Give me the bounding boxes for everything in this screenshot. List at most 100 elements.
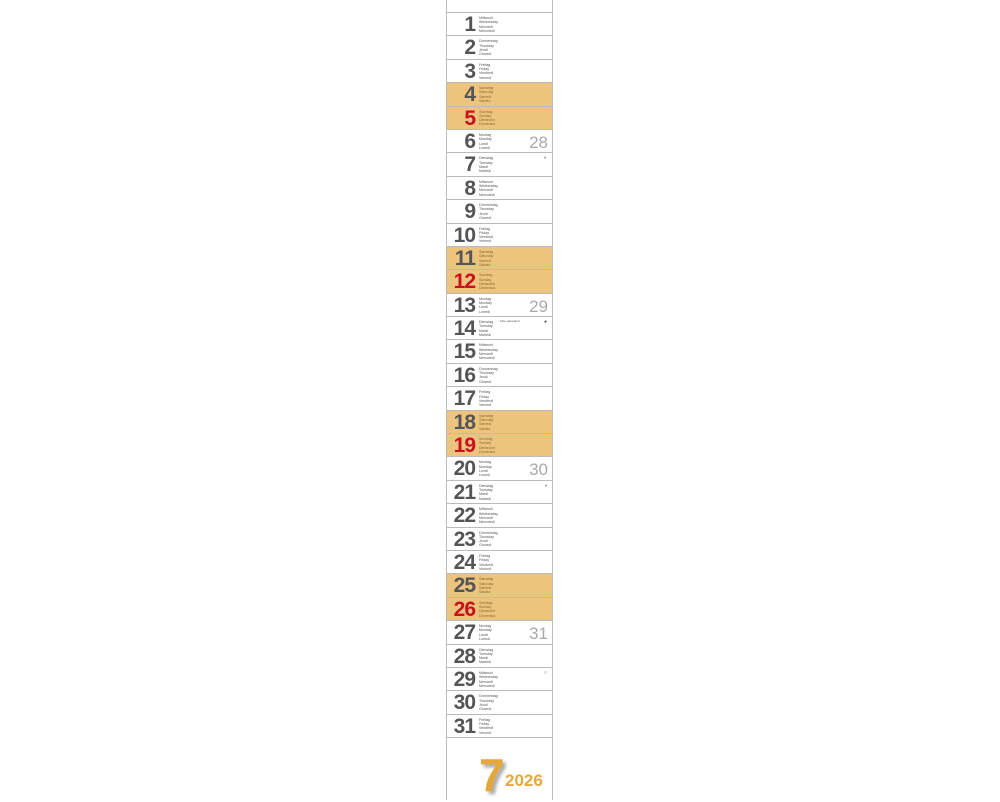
weekday-name: Wednesday bbox=[479, 675, 498, 680]
day-row: 4 Samstag Saturday Samedi Sabato bbox=[447, 83, 552, 107]
weekday-name: Thursday bbox=[479, 534, 494, 539]
weekday-name: Jeudi bbox=[479, 47, 488, 52]
day-number: 10 bbox=[453, 223, 476, 247]
weekday-name: Mercredi bbox=[479, 352, 493, 357]
weekday-name: Lunedì bbox=[479, 637, 490, 642]
day-number: 14 bbox=[453, 317, 476, 341]
day-row: 7 Dienstag Tuesday Mardi Martedì ◐ bbox=[447, 153, 552, 177]
weekday-names: Freitag Friday Vendredi Venerdì bbox=[479, 227, 493, 244]
weekday-name: Tuesday bbox=[479, 651, 493, 656]
day-list: 1 Mittwoch Wednesday Mercredi Mercoledì 2 Donn… bbox=[447, 13, 552, 739]
day-row: 5 Sonntag Sunday Dimanche Domenica bbox=[447, 106, 552, 130]
weekday-name: Samstag bbox=[479, 413, 494, 418]
weekday-name: Dimanche bbox=[479, 281, 496, 286]
weekday-name: Samedi bbox=[479, 258, 492, 263]
weekday-name: Mardi bbox=[479, 492, 488, 497]
week-number: 30 bbox=[529, 460, 548, 480]
weekday-name: Venerdì bbox=[479, 239, 492, 244]
weekday-name: Domenica bbox=[479, 122, 496, 127]
weekday-names: Sonntag Sunday Dimanche Domenica bbox=[479, 110, 495, 127]
day-row: 16 Donnerstag Thursday Jeudi Giovedì bbox=[447, 363, 552, 388]
weekday-name: Donnerstag bbox=[479, 694, 498, 699]
weekday-names: Freitag Friday Vendredi Venerdì bbox=[479, 554, 493, 571]
weekday-name: Monday bbox=[479, 137, 492, 142]
weekday-name: Saturday bbox=[479, 417, 494, 422]
weekday-name: Monday bbox=[479, 300, 492, 305]
weekday-name: Sonntag bbox=[479, 273, 493, 278]
day-number: 16 bbox=[453, 363, 476, 387]
weekday-name: Sabato bbox=[479, 590, 491, 595]
weekday-names: Samstag Saturday Samedi Sabato bbox=[479, 577, 493, 594]
weekday-name: Mercoledì bbox=[479, 28, 495, 33]
weekday-name: Donnerstag bbox=[479, 203, 498, 208]
weekday-names: Mittwoch Wednesday Mercredi Mercoledì bbox=[479, 671, 498, 688]
weekday-name: Jeudi bbox=[479, 211, 488, 216]
weekday-name: Martedì bbox=[479, 169, 492, 174]
day-number: 9 bbox=[464, 200, 476, 224]
weekday-name: Friday bbox=[479, 722, 489, 727]
weekday-name: Mercredi bbox=[479, 515, 493, 520]
weekday-name: Sabato bbox=[479, 99, 491, 104]
weekday-name: Mercoledì bbox=[479, 356, 495, 361]
weekday-name: Mercredi bbox=[479, 24, 493, 29]
weekday-names: Sonntag Sunday Dimanche Domenica bbox=[479, 437, 495, 454]
weekday-name: Vendredi bbox=[479, 726, 494, 731]
weekday-name: Martedì bbox=[479, 332, 492, 337]
day-row: 28 Dienstag Tuesday Mardi Martedì bbox=[447, 645, 552, 668]
weekday-names: Montag Monday Lundi Lunedì bbox=[479, 133, 492, 150]
moon-phase-icon: ◑ bbox=[543, 482, 547, 489]
weekday-name: Lundi bbox=[479, 305, 488, 310]
weekday-name: Mittwoch bbox=[479, 343, 494, 348]
weekday-name: Samstag bbox=[479, 249, 494, 254]
weekday-name: Samedi bbox=[479, 94, 492, 99]
weekday-name: Donnerstag bbox=[479, 39, 498, 44]
weekday-name: Vendredi bbox=[479, 398, 494, 403]
weekday-name: Donnerstag bbox=[479, 366, 498, 371]
weekday-name: Lunedì bbox=[479, 473, 490, 478]
day-number: 12 bbox=[453, 270, 476, 294]
weekday-name: Jeudi bbox=[479, 375, 488, 380]
calendar-strip: 1 Mittwoch Wednesday Mercredi Mercoledì 2 Donn… bbox=[446, 0, 553, 801]
weekday-name: Lundi bbox=[479, 632, 488, 637]
weekday-names: Samstag Saturday Samedi Sabato bbox=[479, 86, 493, 103]
weekday-name: Dienstag bbox=[479, 483, 494, 488]
day-number: 20 bbox=[453, 457, 476, 481]
weekday-name: Sabato bbox=[479, 262, 491, 267]
day-number: 3 bbox=[464, 59, 476, 83]
day-number: 7 bbox=[464, 153, 476, 177]
weekday-names: Mittwoch Wednesday Mercredi Mercoledì bbox=[479, 16, 498, 33]
day-number: 1 bbox=[464, 13, 476, 36]
day-number: 2 bbox=[464, 36, 476, 60]
day-number: 30 bbox=[453, 691, 476, 715]
weekday-names: Freitag Friday Vendredi Venerdì bbox=[479, 390, 493, 407]
day-number: 5 bbox=[464, 106, 476, 130]
weekday-name: Thursday bbox=[479, 698, 494, 703]
day-row: 20 Montag Monday Lundi Lunedì 30 bbox=[447, 457, 552, 481]
weekday-names: Mittwoch Wednesday Mercredi Mercoledì bbox=[479, 343, 498, 360]
weekday-names: Sonntag Sunday Dimanche Domenica bbox=[479, 273, 495, 290]
weekday-name: Martedì bbox=[479, 660, 492, 665]
weekday-names: Dienstag Tuesday Mardi Martedì bbox=[479, 156, 493, 173]
day-number: 8 bbox=[464, 176, 476, 200]
weekday-name: Wednesday bbox=[479, 20, 498, 25]
weekday-name: Sabato bbox=[479, 426, 491, 431]
weekday-name: Jeudi bbox=[479, 539, 488, 544]
weekday-name: Mittwoch bbox=[479, 16, 494, 20]
weekday-name: Freitag bbox=[479, 226, 491, 231]
weekday-name: Freitag bbox=[479, 553, 491, 558]
day-row: 10 Freitag Friday Vendredi Venerdì bbox=[447, 224, 552, 247]
week-number: 31 bbox=[529, 624, 548, 644]
day-number: 6 bbox=[464, 129, 476, 153]
weekday-name: Tuesday bbox=[479, 488, 493, 493]
year: 2026 bbox=[505, 771, 543, 790]
moon-phase-icon: ○ bbox=[543, 669, 547, 676]
weekday-name: Montag bbox=[479, 460, 491, 465]
weekday-name: Thursday bbox=[479, 43, 494, 48]
day-row: 14 Dienstag Tuesday Mardi Martedì ● Fête natio… bbox=[447, 317, 552, 341]
weekday-name: Domenica bbox=[479, 613, 496, 618]
month-number: 7 bbox=[479, 749, 505, 801]
weekday-name: Friday bbox=[479, 67, 489, 72]
header-blank bbox=[447, 0, 552, 13]
weekday-name: Domenica bbox=[479, 286, 496, 291]
weekday-name: Monday bbox=[479, 628, 492, 633]
